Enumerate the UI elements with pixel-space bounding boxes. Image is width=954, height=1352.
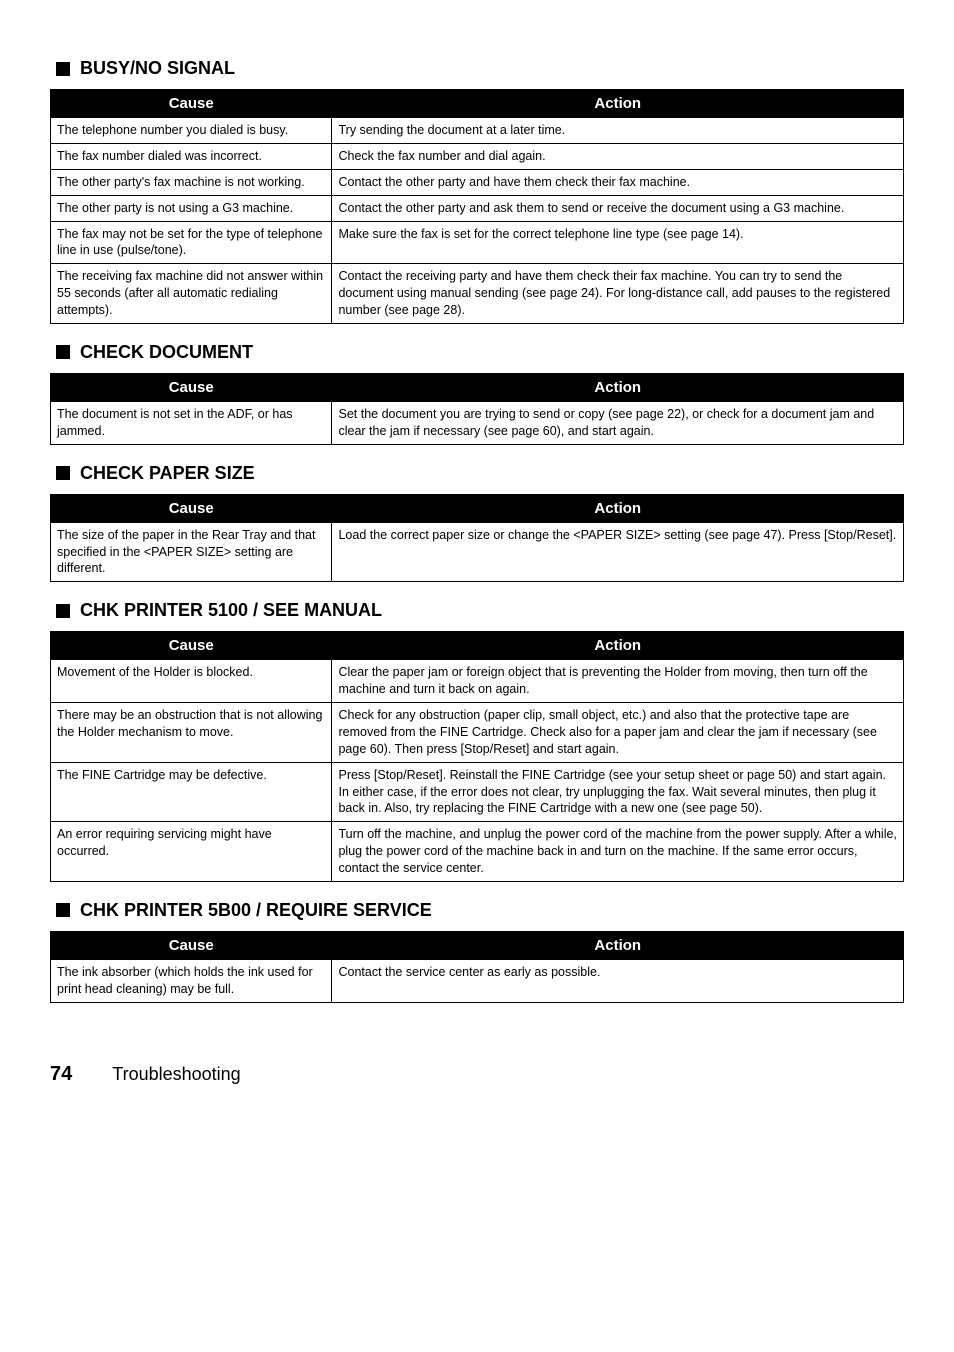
section-title: CHECK DOCUMENT [80,342,253,363]
action-header: Action [332,373,904,401]
table-row: An error requiring servicing might have … [51,822,904,882]
section-heading: CHECK PAPER SIZE [50,463,904,484]
table-row: The document is not set in the ADF, or h… [51,401,904,444]
section-heading: CHK PRINTER 5100 / SEE MANUAL [50,600,904,621]
section-heading: CHECK DOCUMENT [50,342,904,363]
cause-cell: An error requiring servicing might have … [51,822,332,882]
cause-header: Cause [51,632,332,660]
cause-cell: The receiving fax machine did not answer… [51,264,332,324]
cause-header: Cause [51,373,332,401]
action-cell: Contact the service center as early as p… [332,959,904,1002]
cause-header: Cause [51,931,332,959]
cause-header: Cause [51,494,332,522]
action-cell: Clear the paper jam or foreign object th… [332,660,904,703]
section-title: BUSY/NO SIGNAL [80,58,235,79]
cause-cell: There may be an obstruction that is not … [51,703,332,763]
cause-cell: The fax may not be set for the type of t… [51,221,332,264]
cause-cell: The ink absorber (which holds the ink us… [51,959,332,1002]
section-heading: BUSY/NO SIGNAL [50,58,904,79]
table-row: The telephone number you dialed is busy.… [51,118,904,144]
square-marker-icon [56,466,70,480]
table-row: The other party is not using a G3 machin… [51,195,904,221]
action-cell: Make sure the fax is set for the correct… [332,221,904,264]
table-row: The size of the paper in the Rear Tray a… [51,522,904,582]
table-row: The other party's fax machine is not wor… [51,169,904,195]
table-row: There may be an obstruction that is not … [51,703,904,763]
action-cell: Contact the receiving party and have the… [332,264,904,324]
action-cell: Turn off the machine, and unplug the pow… [332,822,904,882]
cause-cell: The FINE Cartridge may be defective. [51,762,332,822]
section-heading: CHK PRINTER 5B00 / REQUIRE SERVICE [50,900,904,921]
cause-cell: Movement of the Holder is blocked. [51,660,332,703]
action-header: Action [332,931,904,959]
cause-action-table: CauseActionThe telephone number you dial… [50,89,904,324]
action-cell: Try sending the document at a later time… [332,118,904,144]
table-row: The fax number dialed was incorrect.Chec… [51,143,904,169]
action-header: Action [332,494,904,522]
cause-cell: The other party is not using a G3 machin… [51,195,332,221]
action-cell: Contact the other party and have them ch… [332,169,904,195]
action-cell: Load the correct paper size or change th… [332,522,904,582]
cause-action-table: CauseActionThe document is not set in th… [50,373,904,445]
action-header: Action [332,90,904,118]
section-title: CHK PRINTER 5100 / SEE MANUAL [80,600,382,621]
square-marker-icon [56,903,70,917]
section-title: CHK PRINTER 5B00 / REQUIRE SERVICE [80,900,432,921]
action-cell: Press [Stop/Reset]. Reinstall the FINE C… [332,762,904,822]
square-marker-icon [56,604,70,618]
cause-action-table: CauseActionMovement of the Holder is blo… [50,631,904,882]
table-row: The ink absorber (which holds the ink us… [51,959,904,1002]
chapter-title: Troubleshooting [112,1064,240,1085]
cause-cell: The document is not set in the ADF, or h… [51,401,332,444]
action-cell: Check the fax number and dial again. [332,143,904,169]
page-footer: 74 Troubleshooting [50,1063,904,1086]
action-cell: Contact the other party and ask them to … [332,195,904,221]
cause-cell: The size of the paper in the Rear Tray a… [51,522,332,582]
table-row: The fax may not be set for the type of t… [51,221,904,264]
cause-action-table: CauseActionThe ink absorber (which holds… [50,931,904,1003]
table-row: The receiving fax machine did not answer… [51,264,904,324]
cause-cell: The fax number dialed was incorrect. [51,143,332,169]
cause-header: Cause [51,90,332,118]
action-cell: Set the document you are trying to send … [332,401,904,444]
cause-cell: The telephone number you dialed is busy. [51,118,332,144]
action-cell: Check for any obstruction (paper clip, s… [332,703,904,763]
cause-action-table: CauseActionThe size of the paper in the … [50,494,904,583]
table-row: Movement of the Holder is blocked.Clear … [51,660,904,703]
table-row: The FINE Cartridge may be defective.Pres… [51,762,904,822]
section-title: CHECK PAPER SIZE [80,463,255,484]
cause-cell: The other party's fax machine is not wor… [51,169,332,195]
page-number: 74 [50,1063,72,1086]
square-marker-icon [56,62,70,76]
square-marker-icon [56,345,70,359]
action-header: Action [332,632,904,660]
